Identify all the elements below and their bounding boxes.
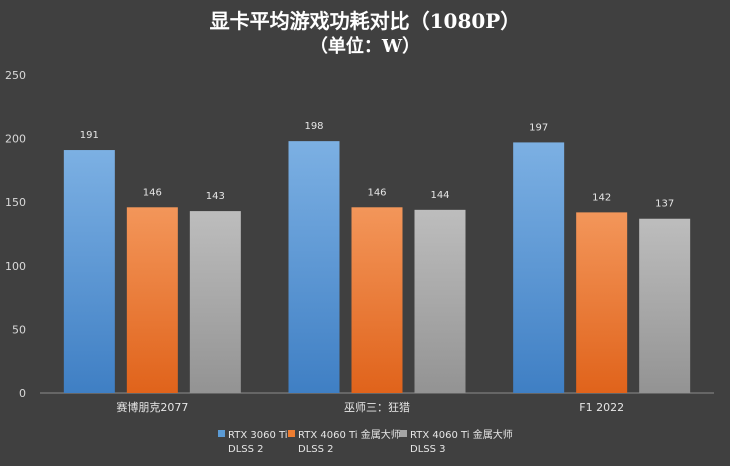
legend-label: RTX 4060 Ti 金属大师 DLSS 2 — [298, 428, 401, 455]
bar — [576, 212, 628, 393]
legend-swatch — [288, 430, 295, 437]
data-label: 198 — [304, 121, 323, 132]
x-category-label: 赛博朋克2077 — [116, 400, 188, 414]
bar — [63, 150, 115, 393]
bar — [351, 207, 403, 393]
bar — [639, 218, 691, 393]
y-tick-label: 250 — [5, 69, 26, 82]
legend-label: RTX 4060 Ti 金属大师 DLSS 3 — [410, 428, 513, 455]
bar — [126, 207, 178, 393]
chart-subtitle: （单位：W） — [310, 35, 420, 57]
bar — [189, 211, 241, 393]
data-label: 197 — [529, 122, 548, 133]
chart-title: 显卡平均游戏功耗对比（1080P） — [210, 9, 521, 33]
data-label: 137 — [655, 199, 674, 210]
data-label: 144 — [430, 190, 449, 201]
data-label: 143 — [206, 191, 225, 202]
legend: RTX 3060 Ti DLSS 2 RTX 4060 Ti 金属大师 DLSS 2 R… — [218, 428, 513, 455]
y-tick-label: 200 — [5, 133, 26, 146]
data-label: 191 — [80, 130, 99, 141]
y-tick-label: 0 — [19, 387, 26, 400]
legend-swatch — [400, 430, 407, 437]
y-tick-label: 50 — [12, 323, 26, 336]
bar — [513, 142, 565, 393]
data-label: 146 — [367, 187, 386, 198]
data-label: 146 — [143, 187, 162, 198]
bar — [288, 141, 340, 393]
x-category-label: 巫师三：狂猎 — [344, 400, 410, 414]
x-category-label: F1 2022 — [579, 401, 624, 414]
data-label: 142 — [592, 192, 611, 203]
bars: 191 146 143 赛博朋克2077 198 146 144 巫师三：狂猎 197 142 13… — [63, 121, 691, 414]
y-tick-label: 150 — [5, 196, 26, 209]
bar — [414, 209, 466, 393]
legend-swatch — [218, 430, 225, 437]
y-tick-label: 100 — [5, 260, 26, 273]
legend-label: RTX 3060 Ti DLSS 2 — [228, 430, 288, 455]
